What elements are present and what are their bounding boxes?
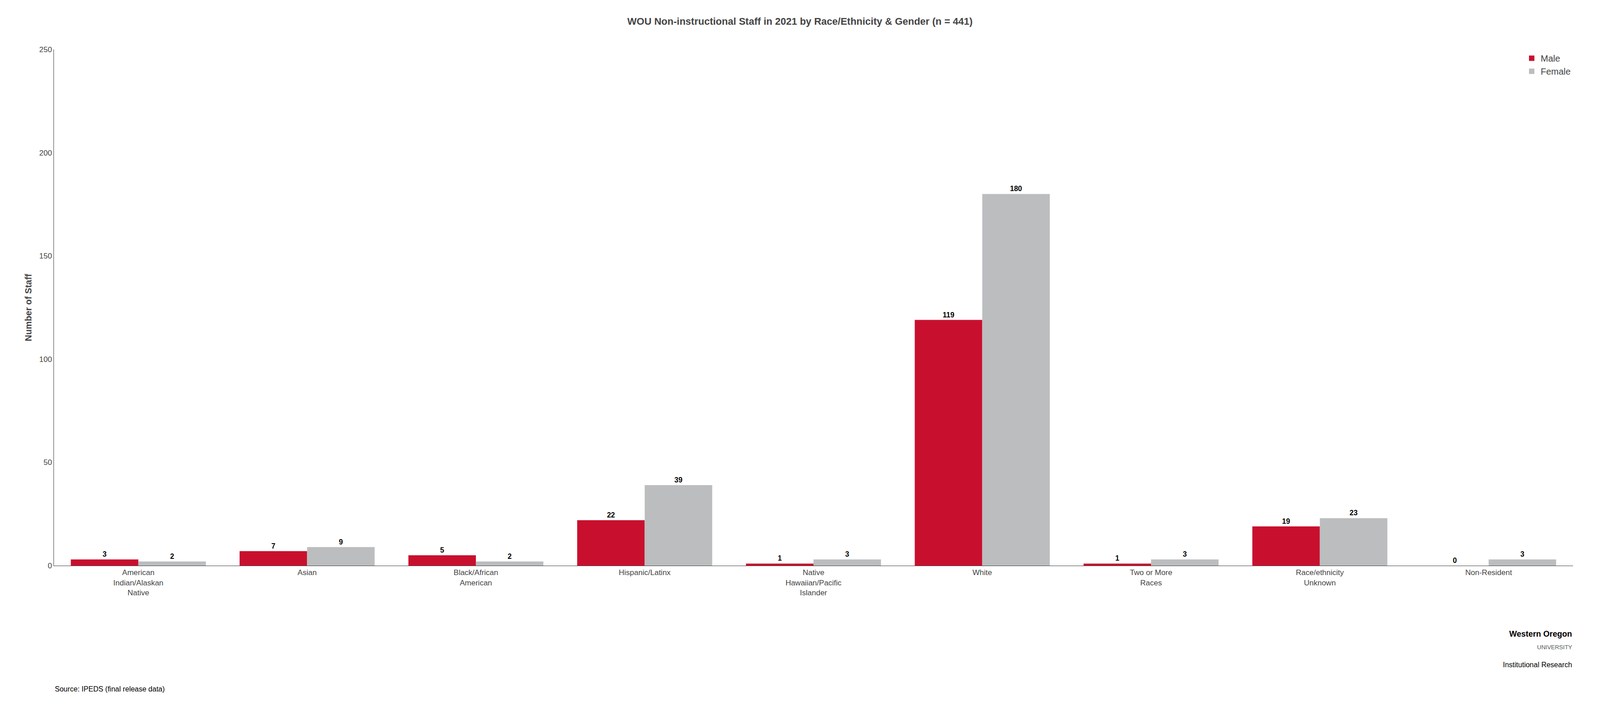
svg-text:2: 2 bbox=[507, 552, 512, 560]
svg-text:White: White bbox=[972, 568, 992, 577]
svg-text:39: 39 bbox=[674, 475, 683, 484]
svg-text:22: 22 bbox=[606, 511, 615, 519]
svg-text:1: 1 bbox=[1115, 554, 1120, 562]
svg-text:3: 3 bbox=[1182, 550, 1187, 558]
svg-text:100: 100 bbox=[39, 355, 52, 364]
svg-text:Asian: Asian bbox=[297, 568, 317, 577]
svg-text:3: 3 bbox=[845, 550, 850, 558]
svg-text:Female: Female bbox=[1540, 66, 1571, 77]
svg-text:180: 180 bbox=[1009, 184, 1023, 193]
svg-text:Black/AfricanAmerican: Black/AfricanAmerican bbox=[453, 568, 498, 587]
svg-text:Institutional Research: Institutional Research bbox=[1502, 660, 1573, 669]
svg-text:119: 119 bbox=[942, 311, 955, 319]
svg-text:Non-Resident: Non-Resident bbox=[1465, 568, 1512, 577]
svg-text:1: 1 bbox=[777, 554, 782, 562]
svg-text:0: 0 bbox=[1453, 556, 1458, 565]
svg-text:Male: Male bbox=[1540, 53, 1560, 64]
svg-text:AmericanIndian/AlaskanNative: AmericanIndian/AlaskanNative bbox=[113, 568, 164, 597]
svg-text:9: 9 bbox=[338, 537, 343, 546]
svg-text:200: 200 bbox=[39, 148, 52, 158]
svg-text:0: 0 bbox=[47, 561, 52, 570]
svg-text:3: 3 bbox=[102, 550, 107, 558]
svg-text:UNIVERSITY: UNIVERSITY bbox=[1537, 643, 1573, 651]
svg-text:150: 150 bbox=[39, 251, 52, 261]
svg-text:23: 23 bbox=[1349, 508, 1358, 517]
svg-text:19: 19 bbox=[1282, 517, 1291, 525]
svg-text:Source: IPEDS (final release d: Source: IPEDS (final release data) bbox=[54, 684, 165, 693]
svg-text:2: 2 bbox=[169, 552, 174, 560]
svg-text:WOU Non-instructional Staff in: WOU Non-instructional Staff in 2021 by R… bbox=[627, 15, 973, 27]
svg-text:Race/ethnicityUnknown: Race/ethnicityUnknown bbox=[1295, 568, 1344, 587]
svg-text:7: 7 bbox=[271, 542, 276, 550]
svg-text:50: 50 bbox=[43, 457, 53, 467]
svg-text:5: 5 bbox=[440, 546, 445, 554]
svg-text:250: 250 bbox=[39, 45, 52, 54]
svg-text:Two or MoreRaces: Two or MoreRaces bbox=[1129, 568, 1173, 587]
svg-text:Western Oregon: Western Oregon bbox=[1509, 629, 1573, 639]
svg-text:NativeHawaiian/PacificIslander: NativeHawaiian/PacificIslander bbox=[785, 568, 842, 597]
svg-text:3: 3 bbox=[1520, 550, 1525, 558]
svg-text:Number of Staff: Number of Staff bbox=[23, 273, 34, 342]
svg-text:Hispanic/Latinx: Hispanic/Latinx bbox=[618, 568, 672, 577]
